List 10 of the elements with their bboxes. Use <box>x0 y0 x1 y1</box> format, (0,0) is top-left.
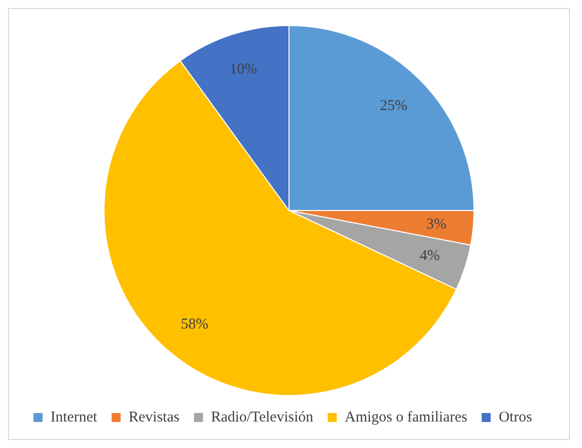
data-label: 58% <box>180 316 208 332</box>
legend-label: Revistas <box>128 409 180 426</box>
data-label: 4% <box>420 248 440 264</box>
legend-label: Amigos o familiares <box>344 409 468 426</box>
legend-label: Radio/Televisión <box>210 409 314 426</box>
data-label: 10% <box>230 62 258 78</box>
legend-label: Internet <box>50 409 98 426</box>
data-label: 25% <box>380 98 408 114</box>
legend-label: Otros <box>498 409 532 426</box>
data-label: 3% <box>426 216 446 232</box>
